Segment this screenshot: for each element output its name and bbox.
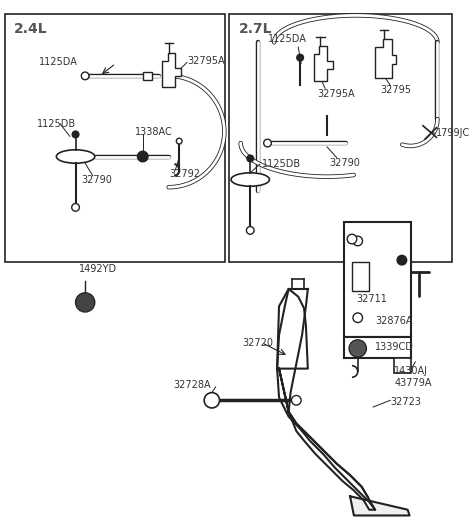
Ellipse shape (56, 150, 95, 163)
FancyBboxPatch shape (143, 72, 152, 80)
Text: 32790: 32790 (82, 175, 112, 185)
Text: 32728A: 32728A (173, 380, 211, 390)
Bar (394, 358, 411, 373)
Circle shape (72, 203, 80, 211)
Circle shape (76, 294, 94, 311)
Circle shape (247, 155, 254, 162)
Circle shape (246, 227, 254, 234)
Circle shape (350, 341, 365, 356)
Bar (344, 222, 411, 337)
Text: 1125DB: 1125DB (262, 159, 301, 169)
Text: 32795A: 32795A (318, 89, 355, 99)
Circle shape (264, 139, 271, 147)
Bar (344, 337, 411, 358)
Text: 1799JC: 1799JC (437, 128, 471, 138)
Text: 43779A: 43779A (394, 378, 432, 388)
Polygon shape (314, 46, 333, 81)
Text: 32723: 32723 (391, 397, 421, 407)
Polygon shape (277, 289, 308, 369)
Bar (229, 14, 452, 262)
Text: 1492YD: 1492YD (80, 263, 118, 274)
Text: 32792: 32792 (170, 169, 201, 179)
Text: 32790: 32790 (329, 158, 360, 168)
Circle shape (176, 138, 182, 144)
Circle shape (353, 236, 363, 246)
Text: 32795A: 32795A (187, 55, 225, 65)
Text: 1125DA: 1125DA (38, 58, 77, 68)
Circle shape (347, 234, 357, 244)
Polygon shape (162, 53, 181, 88)
Circle shape (292, 395, 301, 405)
Polygon shape (375, 40, 396, 78)
Text: 2.7L: 2.7L (239, 22, 272, 36)
Ellipse shape (231, 173, 269, 186)
Circle shape (82, 72, 89, 80)
Circle shape (397, 256, 407, 265)
Circle shape (72, 131, 79, 138)
Text: 32711: 32711 (356, 294, 387, 304)
Polygon shape (279, 369, 375, 510)
Text: 1125DA: 1125DA (267, 34, 306, 44)
Text: 1339CD: 1339CD (375, 342, 414, 352)
Text: 1430AJ: 1430AJ (394, 366, 428, 376)
Bar (5, 14, 225, 262)
Circle shape (204, 393, 219, 408)
Circle shape (353, 313, 363, 323)
Bar (352, 262, 369, 291)
Text: 32876A: 32876A (375, 316, 412, 326)
Text: 32795: 32795 (381, 86, 412, 96)
Text: 1338AC: 1338AC (135, 127, 173, 137)
Text: 32720: 32720 (243, 338, 273, 348)
Circle shape (137, 151, 148, 162)
Text: 2.4L: 2.4L (14, 22, 48, 36)
Polygon shape (350, 496, 410, 515)
Circle shape (297, 54, 303, 61)
Text: 1125DB: 1125DB (37, 119, 76, 129)
